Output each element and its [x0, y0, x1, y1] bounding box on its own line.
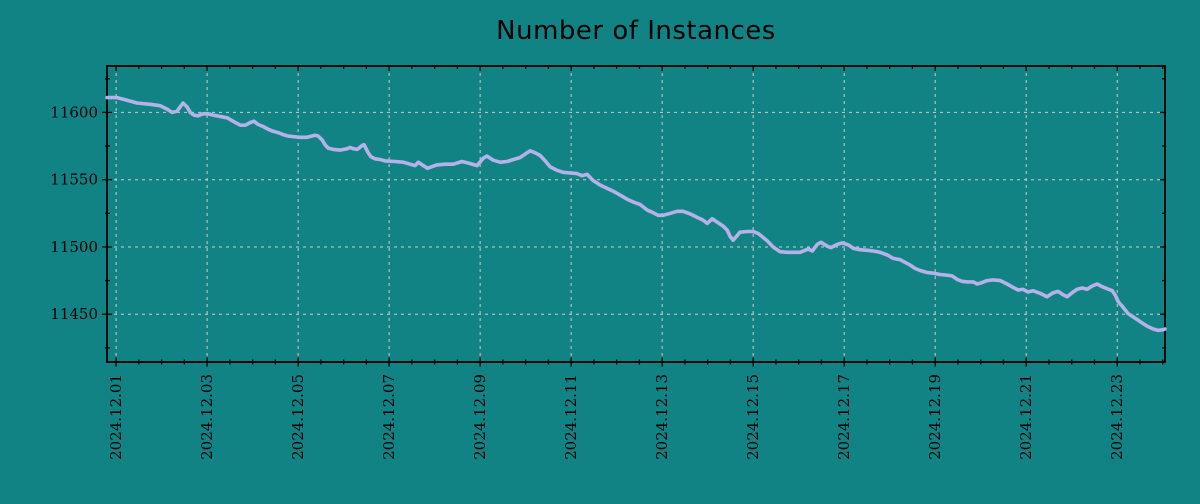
y-tick-label: 11450 — [50, 305, 98, 323]
x-tick-label: 2024.12.01 — [107, 374, 125, 460]
y-tick-label: 11600 — [50, 103, 98, 121]
x-tick-label: 2024.12.09 — [471, 374, 489, 460]
y-tick-label: 11550 — [50, 171, 98, 189]
x-tick-label: 2024.12.15 — [744, 374, 762, 460]
series-line — [105, 95, 1167, 333]
x-tick-label: 2024.12.23 — [1108, 374, 1126, 460]
y-tick-label: 11500 — [50, 238, 98, 256]
x-tick-label: 2024.12.03 — [198, 374, 216, 460]
x-tick-label: 2024.12.05 — [289, 374, 307, 460]
x-tick-label: 2024.12.11 — [562, 374, 580, 460]
plot-border — [106, 65, 1166, 363]
x-tick-label: 2024.12.17 — [835, 374, 853, 460]
x-tick-label: 2024.12.19 — [926, 374, 944, 460]
x-tick-label: 2024.12.13 — [653, 374, 671, 460]
x-tick-label: 2024.12.21 — [1017, 374, 1035, 460]
x-tick-label: 2024.12.07 — [380, 374, 398, 460]
chart-title: Number of Instances — [496, 16, 776, 46]
